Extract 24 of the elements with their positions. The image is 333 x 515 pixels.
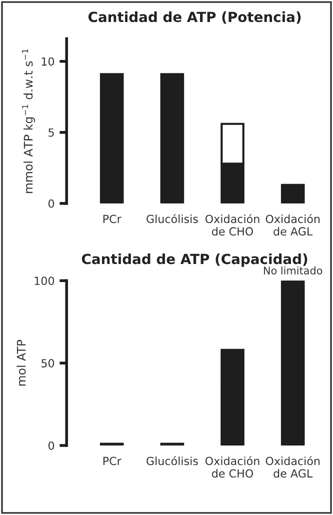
x-tick-label: Oxidación de CHO	[205, 456, 260, 478]
x-tick-label: PCr	[103, 214, 122, 224]
y-axis-title: mol ATP	[16, 340, 26, 386]
chart-title: Cantidad de ATP (Capacidad)	[82, 253, 308, 267]
x-tick-label: Oxidación de AGL	[266, 214, 320, 236]
y-tick-label: 0	[48, 199, 54, 208]
y-tick-label: 5	[48, 128, 54, 137]
x-tick-label: Oxidación de CHO	[205, 214, 260, 236]
x-tick-label: PCr	[103, 456, 122, 466]
y-axis-title: mmol ATP kg$^{−1}$ d.w.t s$^{−1}$	[22, 49, 35, 193]
bar	[280, 280, 305, 446]
bar	[100, 73, 124, 204]
y-tick-label: 100	[34, 276, 54, 286]
bar	[280, 184, 305, 204]
chart-title: Cantidad de ATP (Potencia)	[88, 11, 301, 24]
bar	[160, 73, 184, 204]
y-tick-label: 10	[42, 57, 54, 66]
y-tick-label: 0	[48, 441, 54, 450]
annotation: No limitado	[264, 266, 322, 274]
bar	[220, 348, 244, 446]
x-tick-label: Glucólisis	[146, 456, 198, 466]
x-tick-label: Oxidación de AGL	[266, 456, 320, 478]
x-tick-label: Glucólisis	[146, 214, 198, 224]
y-tick-label: 50	[42, 359, 54, 368]
